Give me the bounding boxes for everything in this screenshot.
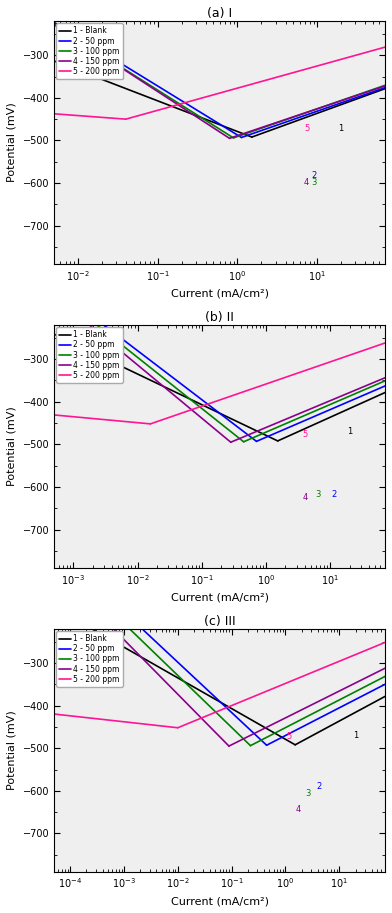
Text: 4: 4 — [296, 805, 301, 814]
Text: 2: 2 — [311, 172, 316, 181]
Text: 3: 3 — [305, 790, 310, 798]
Text: 1: 1 — [353, 731, 358, 740]
Text: 3: 3 — [311, 178, 317, 187]
Legend: 1 - Blank, 2 - 50 ppm, 3 - 100 ppm, 4 - 150 ppm, 5 - 200 ppm: 1 - Blank, 2 - 50 ppm, 3 - 100 ppm, 4 - … — [56, 327, 123, 383]
Title: (c) III: (c) III — [204, 614, 235, 627]
X-axis label: Current (mA/cm²): Current (mA/cm²) — [171, 289, 269, 299]
Legend: 1 - Blank, 2 - 50 ppm, 3 - 100 ppm, 4 - 150 ppm, 5 - 200 ppm: 1 - Blank, 2 - 50 ppm, 3 - 100 ppm, 4 - … — [56, 24, 123, 79]
Text: 3: 3 — [315, 489, 320, 498]
Text: 2: 2 — [316, 782, 321, 792]
X-axis label: Current (mA/cm²): Current (mA/cm²) — [171, 896, 269, 906]
Title: (b) II: (b) II — [205, 310, 234, 324]
Y-axis label: Potential (mV): Potential (mV) — [7, 406, 17, 487]
Title: (a) I: (a) I — [207, 7, 232, 20]
Text: 5: 5 — [304, 124, 309, 133]
Y-axis label: Potential (mV): Potential (mV) — [7, 103, 17, 183]
Text: 4: 4 — [304, 178, 309, 187]
Y-axis label: Potential (mV): Potential (mV) — [7, 710, 17, 791]
Legend: 1 - Blank, 2 - 50 ppm, 3 - 100 ppm, 4 - 150 ppm, 5 - 200 ppm: 1 - Blank, 2 - 50 ppm, 3 - 100 ppm, 4 - … — [56, 631, 123, 687]
Text: 1: 1 — [339, 123, 344, 132]
X-axis label: Current (mA/cm²): Current (mA/cm²) — [171, 593, 269, 603]
Text: 5: 5 — [287, 732, 292, 740]
Text: 4: 4 — [303, 493, 308, 501]
Text: 1: 1 — [347, 427, 352, 436]
Text: 2: 2 — [332, 490, 337, 498]
Text: 5: 5 — [303, 430, 308, 439]
